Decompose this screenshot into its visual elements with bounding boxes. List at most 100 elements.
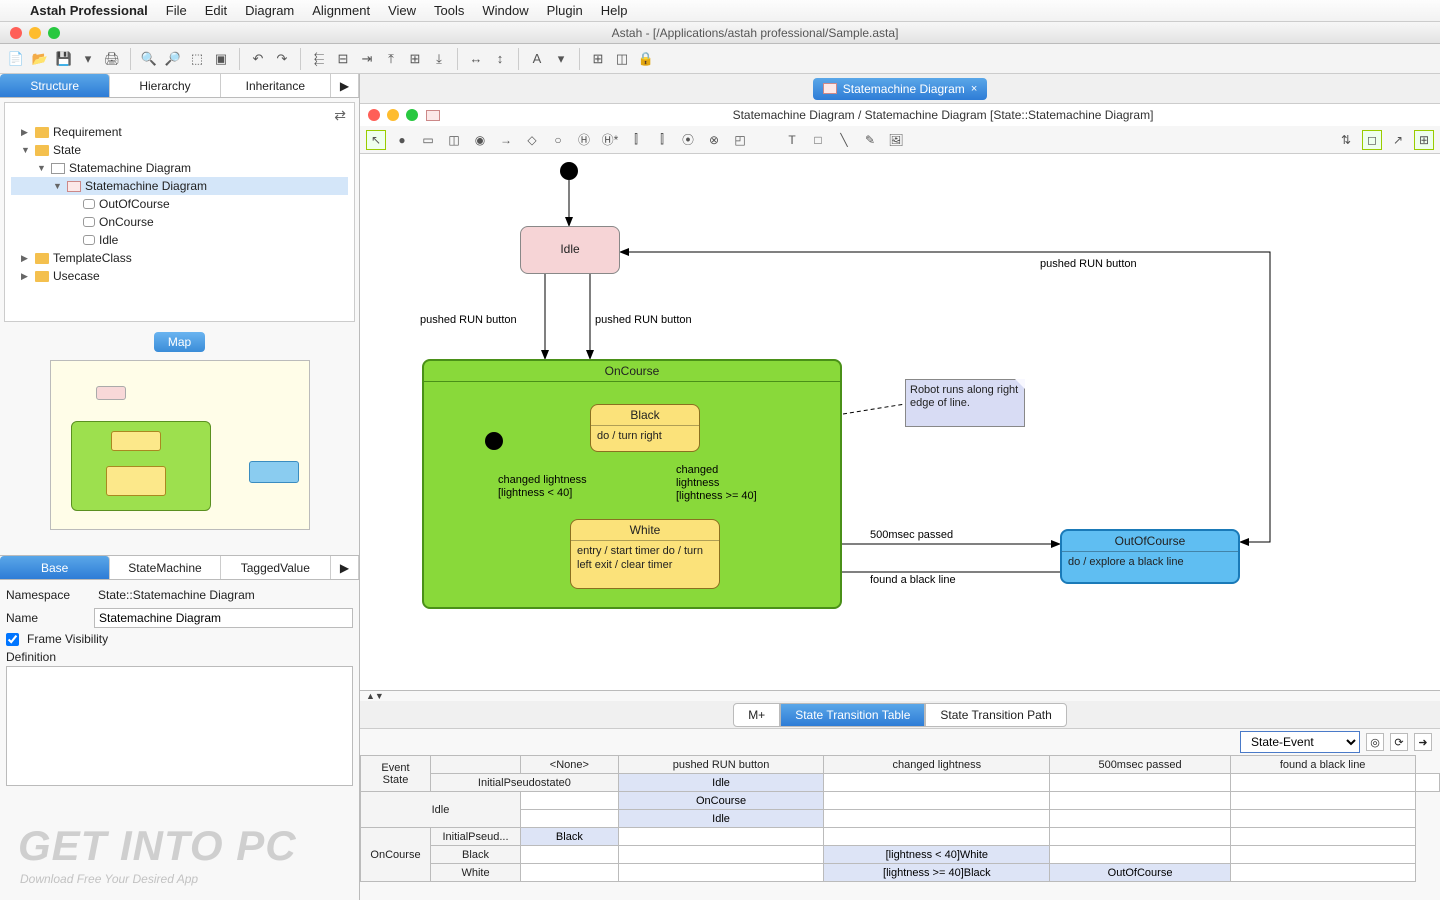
canvas-close-icon[interactable]	[368, 109, 380, 121]
history-icon[interactable]: Ⓗ	[574, 130, 594, 150]
align-mid-icon[interactable]: ⊞	[405, 49, 425, 69]
save-dropdown-icon[interactable]: ▾	[78, 49, 98, 69]
tab-statemachine[interactable]: StateMachine	[110, 556, 220, 579]
refresh-icon[interactable]: ⟳	[1390, 733, 1408, 751]
connector-style-icon[interactable]: ↗	[1388, 130, 1408, 150]
tree-item-oncourse[interactable]: OnCourse	[11, 213, 348, 231]
lock-icon[interactable]: 🔒	[636, 49, 656, 69]
name-input[interactable]	[94, 608, 353, 628]
freehand-icon[interactable]: ✎	[860, 130, 880, 150]
target-icon[interactable]: ◎	[1366, 733, 1384, 751]
join-icon[interactable]: ⫿	[652, 130, 672, 150]
tab-structure[interactable]: Structure	[0, 74, 110, 97]
canvas-zoom-icon[interactable]	[406, 109, 418, 121]
state-white[interactable]: White entry / start timer do / turn left…	[570, 519, 720, 589]
tree-item-sm-pkg[interactable]: ▼Statemachine Diagram	[11, 159, 348, 177]
final-state-icon[interactable]: ◉	[470, 130, 490, 150]
export-icon[interactable]: ➜	[1414, 733, 1432, 751]
font-icon[interactable]: A	[527, 49, 547, 69]
menu-plugin[interactable]: Plugin	[547, 3, 583, 18]
initial-state-icon[interactable]: ●	[392, 130, 412, 150]
fork-icon[interactable]: ⫿	[626, 130, 646, 150]
tab-close-icon[interactable]: ×	[971, 83, 977, 95]
sync-icon[interactable]: ⇄	[334, 107, 346, 124]
tree-item-sm-diagram[interactable]: ▼Statemachine Diagram	[11, 177, 348, 195]
minimap[interactable]	[50, 360, 310, 530]
diagram-canvas[interactable]: Idle OnCourse Black do / turn right Whit…	[360, 154, 1440, 690]
layout-icon[interactable]: ⇅	[1336, 130, 1356, 150]
exit-point-icon[interactable]: ⊗	[704, 130, 724, 150]
tab-hierarchy[interactable]: Hierarchy	[110, 74, 220, 97]
zoom-fit-icon[interactable]: ⬚	[187, 49, 207, 69]
zoom-in-icon[interactable]: 🔍	[139, 49, 159, 69]
tab-base[interactable]: Base	[0, 556, 110, 579]
note-robot[interactable]: Robot runs along right edge of line.	[905, 379, 1025, 427]
canvas-min-icon[interactable]	[387, 109, 399, 121]
color-icon[interactable]: ▾	[551, 49, 571, 69]
menu-alignment[interactable]: Alignment	[312, 3, 370, 18]
map-button[interactable]: Map	[154, 332, 205, 352]
image-tool-icon[interactable]: 🖼	[886, 130, 906, 150]
tree-item-usecase[interactable]: ▶Usecase	[11, 267, 348, 285]
redo-icon[interactable]: ↷	[272, 49, 292, 69]
highlight-icon[interactable]: ◻	[1362, 130, 1382, 150]
menu-help[interactable]: Help	[601, 3, 628, 18]
tab-prop-more-icon[interactable]: ▶	[331, 556, 359, 579]
menu-window[interactable]: Window	[482, 3, 528, 18]
save-icon[interactable]: 💾	[54, 49, 74, 69]
tab-mplus[interactable]: M+	[733, 703, 780, 727]
transition-table[interactable]: EventState <None> pushed RUN button chan…	[360, 755, 1440, 900]
align-bottom-icon[interactable]: ⤓	[429, 49, 449, 69]
tree-item-templateclass[interactable]: ▶TemplateClass	[11, 249, 348, 267]
tab-taggedvalue[interactable]: TaggedValue	[221, 556, 331, 579]
zoom-out-icon[interactable]: 🔎	[163, 49, 183, 69]
definition-textarea[interactable]	[6, 666, 353, 786]
tree-item-idle[interactable]: Idle	[11, 231, 348, 249]
entry-point-icon[interactable]: ⦿	[678, 130, 698, 150]
project-tree[interactable]: ⇄ ▶Requirement ▼State ▼Statemachine Diag…	[4, 102, 355, 322]
state-outofcourse[interactable]: OutOfCourse do / explore a black line	[1060, 529, 1240, 584]
line-tool-icon[interactable]: ╲	[834, 130, 854, 150]
menu-diagram[interactable]: Diagram	[245, 3, 294, 18]
grid-icon[interactable]: ⊞	[588, 49, 608, 69]
text-tool-icon[interactable]: T	[782, 130, 802, 150]
dist-h-icon[interactable]: ↔	[466, 49, 486, 69]
rect-tool-icon[interactable]: □	[808, 130, 828, 150]
tab-transition-path[interactable]: State Transition Path	[925, 703, 1066, 727]
deep-history-icon[interactable]: Ⓗ*	[600, 130, 620, 150]
note-tool-icon[interactable]: ◰	[730, 130, 750, 150]
tab-more-icon[interactable]: ▶	[331, 74, 359, 97]
menu-file[interactable]: File	[166, 3, 187, 18]
tree-item-state[interactable]: ▼State	[11, 141, 348, 159]
new-icon[interactable]: 📄	[6, 49, 26, 69]
undo-icon[interactable]: ↶	[248, 49, 268, 69]
tree-item-outofcourse[interactable]: OutOfCourse	[11, 195, 348, 213]
grid-toggle-icon[interactable]: ⊞	[1414, 130, 1434, 150]
menu-edit[interactable]: Edit	[205, 3, 227, 18]
align-top-icon[interactable]: ⤒	[381, 49, 401, 69]
state-tool-icon[interactable]: ▭	[418, 130, 438, 150]
menu-tools[interactable]: Tools	[434, 3, 464, 18]
align-left-icon[interactable]: ⬱	[309, 49, 329, 69]
window-minimize-icon[interactable]	[29, 27, 41, 39]
menu-view[interactable]: View	[388, 3, 416, 18]
snap-icon[interactable]: ◫	[612, 49, 632, 69]
window-zoom-icon[interactable]	[48, 27, 60, 39]
app-name[interactable]: Astah Professional	[30, 3, 148, 18]
choice-icon[interactable]: ◇	[522, 130, 542, 150]
window-close-icon[interactable]	[10, 27, 22, 39]
initial-pseudostate[interactable]	[560, 162, 578, 180]
pointer-tool-icon[interactable]: ↖	[366, 130, 386, 150]
filter-select[interactable]: State-Event	[1240, 731, 1360, 753]
open-icon[interactable]: 📂	[30, 49, 50, 69]
align-right-icon[interactable]: ⇥	[357, 49, 377, 69]
composite-state-icon[interactable]: ◫	[444, 130, 464, 150]
align-center-icon[interactable]: ⊟	[333, 49, 353, 69]
tab-inheritance[interactable]: Inheritance	[221, 74, 331, 97]
frame-visibility-checkbox[interactable]	[6, 633, 19, 646]
document-tab[interactable]: Statemachine Diagram ×	[813, 78, 988, 100]
tab-transition-table[interactable]: State Transition Table	[780, 703, 925, 727]
initial-pseudostate-inner[interactable]	[485, 432, 503, 450]
state-black[interactable]: Black do / turn right	[590, 404, 700, 452]
zoom-100-icon[interactable]: ▣	[211, 49, 231, 69]
